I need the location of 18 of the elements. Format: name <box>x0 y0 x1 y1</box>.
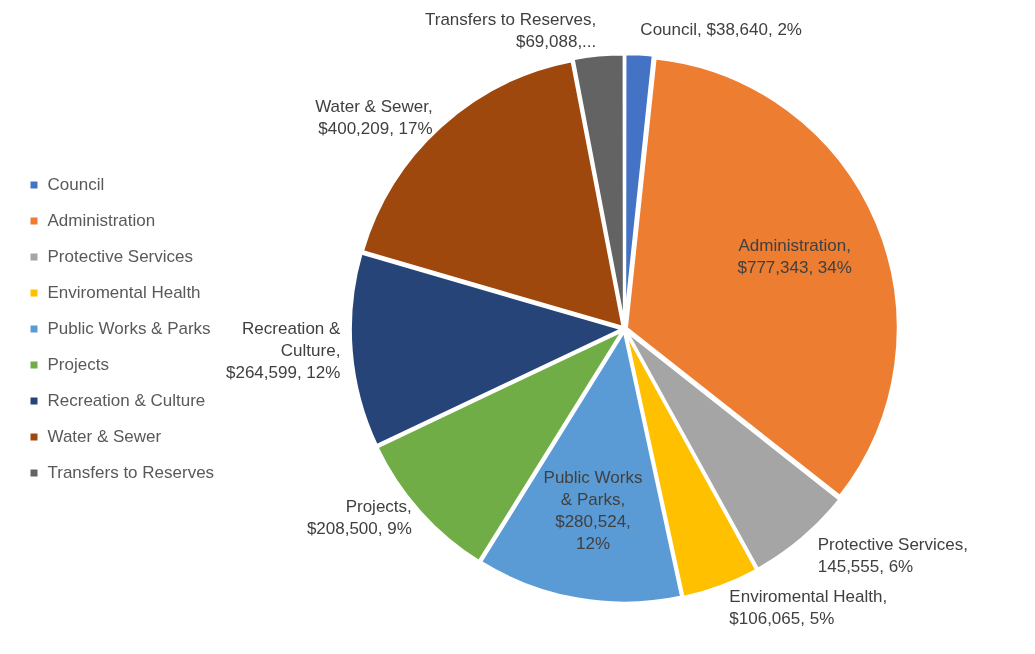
legend-label: Transfers to Reserves <box>47 462 215 482</box>
data-label: Water & Sewer, $400,209, 17% <box>315 96 433 138</box>
data-label: Enviromental Health, $106,065, 5% <box>729 587 888 629</box>
data-label: Public Works & Parks, $280,524, 12% <box>543 467 643 553</box>
legend-label: Protective Services <box>47 246 193 266</box>
legend-label: Administration <box>47 210 156 230</box>
legend-label: Council <box>47 174 105 194</box>
data-label: Transfers to Reserves, $69,088,... <box>424 10 597 52</box>
legend-label: Enviromental Health <box>47 282 201 302</box>
legend-label: Projects <box>47 354 109 374</box>
legend-label: Water & Sewer <box>47 426 162 446</box>
legend-label: Recreation & Culture <box>47 390 206 410</box>
legend-label: Public Works & Parks <box>47 318 211 338</box>
data-label: Recreation & Culture, $264,599, 12% <box>225 319 342 383</box>
data-label: Council, $38,640, 2% <box>640 20 802 40</box>
data-label: Administration, $777,343, 34% <box>737 236 852 278</box>
data-label: Protective Services, 145,555, 6% <box>817 535 968 577</box>
data-label: Projects, $208,500, 9% <box>306 497 412 539</box>
